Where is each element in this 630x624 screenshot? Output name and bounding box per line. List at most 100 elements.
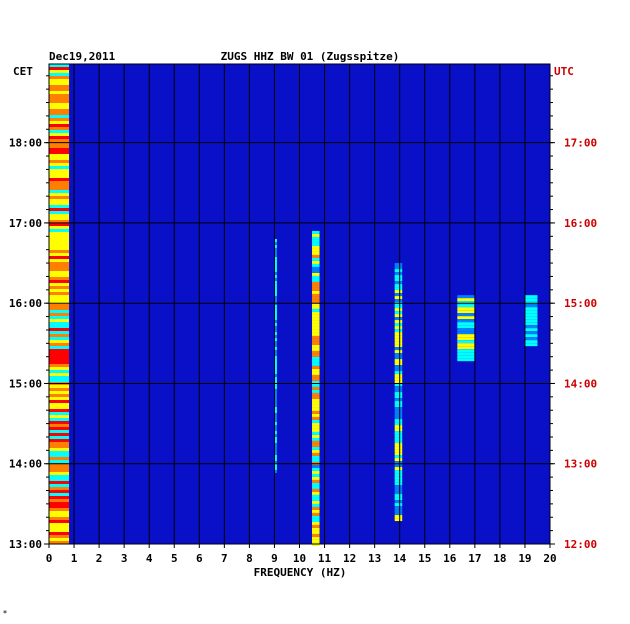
heatmap-cell	[394, 509, 403, 513]
x-tick-label: 8	[246, 552, 253, 565]
heatmap-cell	[274, 343, 277, 347]
heatmap-cell	[394, 320, 403, 324]
heatmap-cell	[274, 325, 277, 329]
heatmap-cell	[394, 296, 403, 300]
right-time-axis: 12:00 13:00 14:00 15:00 16:00 17:00	[550, 75, 597, 551]
heatmap-cell	[394, 371, 403, 375]
heatmap-cell	[394, 272, 403, 276]
heatmap-cell	[49, 379, 70, 382]
heatmap-cell	[312, 410, 320, 414]
heatmap-cell	[524, 337, 538, 341]
heatmap-cell	[394, 326, 403, 330]
heatmap-cell	[394, 356, 403, 360]
heatmap-cell	[49, 289, 70, 292]
x-tick-label: 19	[518, 552, 531, 565]
heatmap-cell	[524, 298, 538, 302]
heatmap-cell	[312, 323, 320, 327]
heatmap-cell	[274, 412, 277, 416]
heatmap-cell	[312, 407, 320, 411]
heatmap-cell	[49, 241, 70, 244]
heatmap-cell	[49, 343, 70, 346]
heatmap-cell	[457, 307, 475, 311]
heatmap-cell	[49, 130, 70, 133]
heatmap-cell	[394, 458, 403, 462]
heatmap-cell	[49, 133, 70, 136]
heatmap-cell	[524, 340, 538, 344]
heatmap-cell	[274, 310, 277, 314]
heatmap-cell	[49, 109, 70, 112]
heatmap-cell	[394, 512, 403, 516]
heatmap-cell	[274, 466, 277, 470]
heatmap-cell	[49, 139, 70, 142]
heatmap-cell	[457, 349, 475, 353]
heatmap-cell	[312, 533, 320, 537]
heatmap-cell	[394, 497, 403, 501]
heatmap-cell	[49, 166, 70, 169]
heatmap-cell	[457, 343, 475, 347]
heatmap-cell	[524, 316, 538, 320]
heatmap-cell	[394, 389, 403, 393]
heatmap-cell	[274, 451, 277, 455]
heatmap-cell	[457, 358, 475, 362]
heatmap-cell	[274, 259, 277, 263]
heatmap-cell	[49, 205, 70, 208]
heatmap-cell	[312, 515, 320, 519]
heatmap-cell	[49, 415, 70, 418]
heatmap-cell	[274, 289, 277, 293]
heatmap-cell	[49, 502, 70, 505]
heatmap-cell	[312, 314, 320, 318]
heatmap-cell	[312, 293, 320, 297]
heatmap-cell	[394, 263, 403, 267]
heatmap-cell	[49, 247, 70, 250]
heatmap-cell	[274, 454, 277, 458]
heatmap-cell	[394, 479, 403, 483]
heatmap-cell	[394, 443, 403, 447]
heatmap-cell	[394, 359, 403, 363]
heatmap-cell	[394, 422, 403, 426]
heatmap-cell	[457, 340, 475, 344]
heatmap-cell	[394, 299, 403, 303]
heatmap-cell	[312, 518, 320, 522]
heatmap-cell	[457, 310, 475, 314]
heatmap-cell	[312, 272, 320, 276]
heatmap-cell	[49, 280, 70, 283]
x-tick-label: 1	[71, 552, 78, 565]
heatmap-cell	[457, 322, 475, 326]
heatmap-cell	[394, 416, 403, 420]
heatmap-cell	[49, 91, 70, 94]
heatmap-cell	[49, 436, 70, 439]
heatmap-cell	[394, 419, 403, 423]
heatmap-cell	[274, 409, 277, 413]
heatmap-cell	[274, 430, 277, 434]
heatmap-cell	[312, 404, 320, 408]
heatmap-cell	[274, 382, 277, 386]
heatmap-cell	[394, 329, 403, 333]
heatmap-cell	[312, 392, 320, 396]
heatmap-cell	[394, 374, 403, 378]
heatmap-cell	[49, 310, 70, 313]
heatmap-cell	[49, 472, 70, 475]
right-tick-label: 16:00	[564, 217, 597, 230]
heatmap-cell	[274, 346, 277, 350]
heatmap-cell	[312, 296, 320, 300]
heatmap-cell	[49, 274, 70, 277]
heatmap-cell	[49, 259, 70, 262]
left-tick-label: 14:00	[9, 458, 42, 471]
heatmap-cell	[274, 328, 277, 332]
heatmap-cell	[49, 394, 70, 397]
heatmap-cell	[49, 484, 70, 487]
chart-gridlines	[49, 64, 550, 545]
heatmap-cell	[312, 269, 320, 273]
x-tick-label: 0	[46, 552, 53, 565]
heatmap-cell	[49, 82, 70, 85]
heatmap-cell	[394, 503, 403, 507]
heatmap-cell	[312, 467, 320, 471]
heatmap-cell	[394, 392, 403, 396]
heatmap-cell	[312, 251, 320, 255]
heatmap-cell	[49, 400, 70, 403]
heatmap-cell	[312, 305, 320, 309]
heatmap-cell	[394, 407, 403, 411]
heatmap-cell	[394, 383, 403, 387]
heatmap-cell	[49, 277, 70, 280]
